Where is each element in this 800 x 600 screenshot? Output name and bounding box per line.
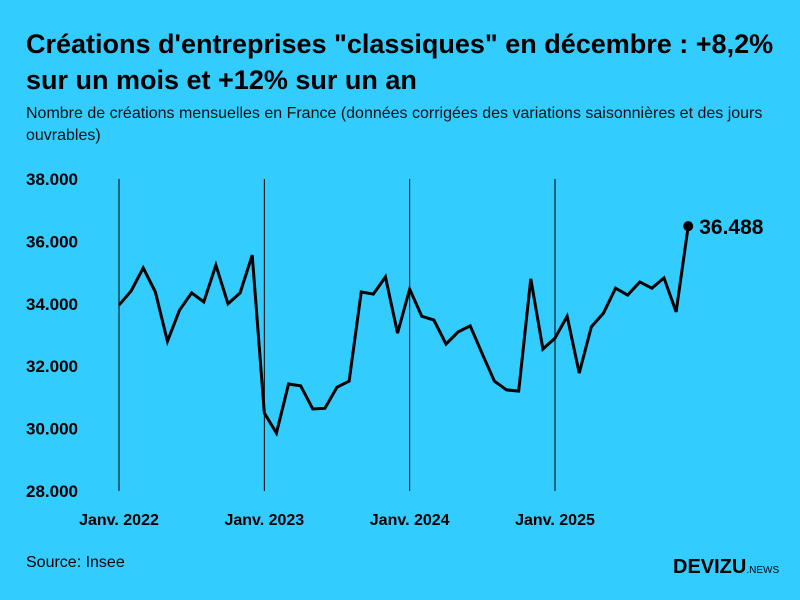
x-tick-label: Janv. 2024 bbox=[370, 512, 450, 529]
chart-subtitle: Nombre de créations mensuelles en France… bbox=[26, 105, 763, 144]
y-tick-label: 36.000 bbox=[26, 232, 78, 251]
logo-suffix: .NEWS bbox=[746, 565, 780, 576]
y-tick-label: 32.000 bbox=[26, 357, 78, 376]
x-tick-label: Janv. 2023 bbox=[224, 512, 304, 529]
source-note: Source: Insee bbox=[26, 554, 125, 571]
x-tick-label: Janv. 2022 bbox=[79, 512, 159, 529]
data-point bbox=[683, 221, 694, 232]
y-tick-label: 28.000 bbox=[26, 482, 78, 501]
y-tick-label: 38.000 bbox=[26, 170, 78, 189]
last-value-label: 36.488 bbox=[699, 216, 764, 239]
series-line bbox=[117, 225, 690, 437]
y-tick-label: 30.000 bbox=[26, 420, 78, 439]
devizu-logo: DEVIZU.NEWS bbox=[673, 556, 779, 579]
chart-title: Créations d'entreprises "classiques" en … bbox=[26, 29, 774, 95]
y-tick-label: 34.000 bbox=[26, 295, 78, 314]
logo-main: DEVIZU bbox=[673, 556, 747, 578]
x-tick-label: Janv. 2025 bbox=[515, 512, 595, 529]
